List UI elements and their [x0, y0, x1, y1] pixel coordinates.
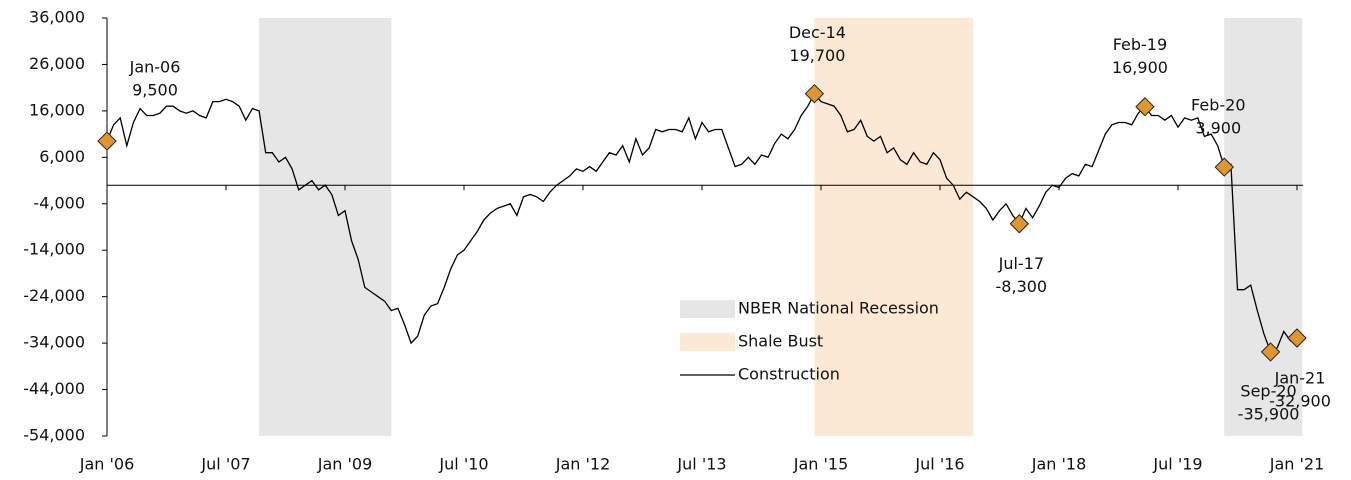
x-tick-label: Jan '18: [1031, 455, 1087, 474]
x-tick-label: Jan '12: [555, 455, 611, 474]
annotation-value: 16,900: [1112, 58, 1168, 77]
y-tick-label: 26,000: [29, 54, 85, 73]
annotation-marker: [1214, 157, 1234, 177]
annotation-marker: [1009, 214, 1030, 234]
x-tick-label: Jul '07: [200, 455, 250, 474]
annotation-label: Jan-06: [129, 58, 181, 77]
annotation-value: -35,900: [1238, 404, 1300, 423]
x-tick-label: Jul '13: [676, 455, 726, 474]
shaded-region: [814, 18, 974, 436]
annotation-label: Sep-20: [1240, 381, 1296, 400]
data-line: [106, 92, 1298, 353]
annotation-value: 9,500: [132, 81, 178, 100]
x-tick-label: Jul '10: [438, 455, 488, 474]
y-tick-label: 36,000: [29, 8, 85, 27]
y-tick-label: -4,000: [33, 193, 85, 212]
legend-swatch: [680, 333, 735, 351]
y-tick-label: -44,000: [23, 379, 85, 398]
y-tick-label: 6,000: [39, 147, 85, 166]
legend-label: Construction: [738, 365, 840, 384]
annotation-marker: [804, 83, 825, 104]
y-tick-label: -54,000: [23, 426, 85, 445]
legend-label: Shale Bust: [738, 332, 823, 351]
annotation-value: -32,900: [1269, 392, 1331, 411]
shaded-region: [259, 18, 392, 436]
x-tick-label: Jan '15: [793, 455, 849, 474]
y-tick-label: 16,000: [29, 100, 85, 119]
annotation-marker: [1260, 342, 1281, 362]
legend-label: NBER National Recession: [738, 299, 939, 318]
annotation-marker: [1287, 328, 1307, 348]
annotation-label: Jan-21: [1274, 369, 1326, 388]
legend-swatch: [680, 300, 735, 318]
x-tick-label: Jan '21: [1269, 455, 1325, 474]
annotation-value: 19,700: [789, 46, 845, 65]
y-tick-label: -34,000: [23, 333, 85, 352]
x-tick-label: Jul '16: [914, 455, 964, 474]
y-tick-label: -24,000: [23, 286, 85, 305]
annotation-label: Feb-20: [1191, 96, 1245, 115]
annotation-marker: [1135, 97, 1155, 117]
annotation-value: -8,300: [996, 277, 1048, 296]
x-tick-label: Jan '06: [79, 455, 135, 474]
annotation-marker: [97, 131, 117, 151]
annotation-label: Dec-14: [789, 23, 846, 42]
annotation-label: Jul-17: [998, 254, 1044, 273]
x-tick-label: Jul '19: [1152, 455, 1202, 474]
annotation-label: Feb-19: [1113, 35, 1167, 54]
y-tick-label: -14,000: [23, 240, 85, 259]
shaded-region: [1224, 18, 1303, 436]
annotation-value: 3,900: [1195, 119, 1241, 138]
x-tick-label: Jan '09: [317, 455, 373, 474]
